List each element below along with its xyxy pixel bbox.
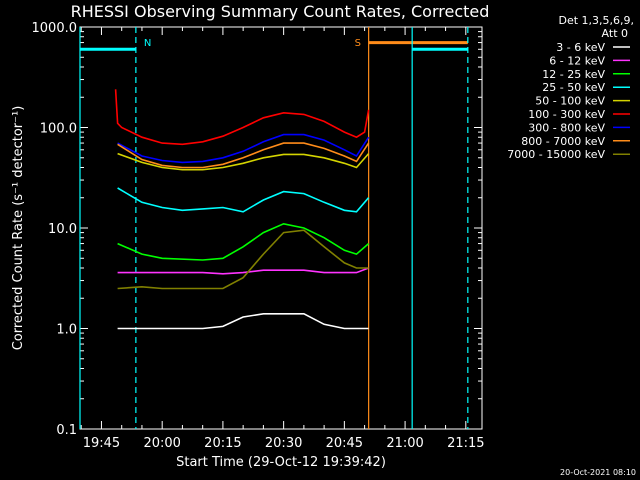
- x-tick-label: 20:45: [326, 436, 363, 451]
- x-tick-label: 20:00: [143, 436, 180, 451]
- y-tick-label: 10.0: [48, 222, 77, 237]
- legend-entry-label: 100 - 300 keV: [528, 108, 605, 121]
- y-tick-label: 0.1: [56, 423, 77, 438]
- legend-entry-label: 800 - 7000 keV: [521, 135, 605, 148]
- legend-entry-label: 12 - 25 keV: [542, 68, 605, 81]
- series-line: [117, 187, 370, 213]
- series-line: [117, 133, 370, 164]
- marker-label: S: [355, 38, 361, 49]
- marker-label: N: [144, 38, 151, 49]
- y-tick-label: 1000.0: [32, 21, 78, 36]
- y-tick-label: 1.0: [56, 323, 77, 338]
- x-tick-label: 19:45: [83, 436, 120, 451]
- x-axis-label: Start Time (29-Oct-12 19:39:42): [176, 455, 386, 470]
- y-axis-label: Corrected Count Rate (s⁻¹ detector⁻¹): [11, 106, 26, 351]
- chart-title: RHESSI Observing Summary Count Rates, Co…: [71, 2, 490, 21]
- series-line: [114, 89, 370, 146]
- series-lines: [114, 89, 370, 330]
- series-line: [117, 142, 370, 169]
- x-tick-label: 20:15: [204, 436, 241, 451]
- x-tick-label: 20:30: [265, 436, 302, 451]
- legend-entry-label: 3 - 6 keV: [556, 41, 605, 54]
- legend-entry-label: 6 - 12 keV: [549, 54, 605, 67]
- legend-header-line-1: Det 1,3,5,6,9,: [558, 14, 634, 27]
- x-axis-ticks: 19:45 20:00 20:15 20:30 20:45 21:00 21:15: [80, 27, 485, 451]
- series-line: [117, 222, 370, 261]
- legend-entry-label: 300 - 800 keV: [528, 121, 605, 134]
- legend-entry-label: 25 - 50 keV: [542, 81, 605, 94]
- y-tick-label: 100.0: [40, 122, 77, 137]
- series-line: [117, 312, 369, 330]
- series-line: [117, 229, 369, 290]
- legend-entry-label: 50 - 100 keV: [535, 95, 605, 108]
- y-axis-ticks: 0.1 1.0 10.0 100.0 1000.0: [32, 21, 482, 438]
- legend-header-line-2: Att 0: [602, 27, 628, 40]
- series-line: [117, 152, 370, 171]
- state-bars: [80, 41, 468, 51]
- footer-date: 20-Oct-2021 08:10: [560, 468, 636, 477]
- series-line: [117, 267, 369, 275]
- legend-entry-label: 7000 - 15000 keV: [507, 148, 605, 161]
- x-tick-label: 21:00: [386, 436, 423, 451]
- plot-frame: [79, 26, 483, 430]
- x-tick-label: 21:15: [447, 436, 484, 451]
